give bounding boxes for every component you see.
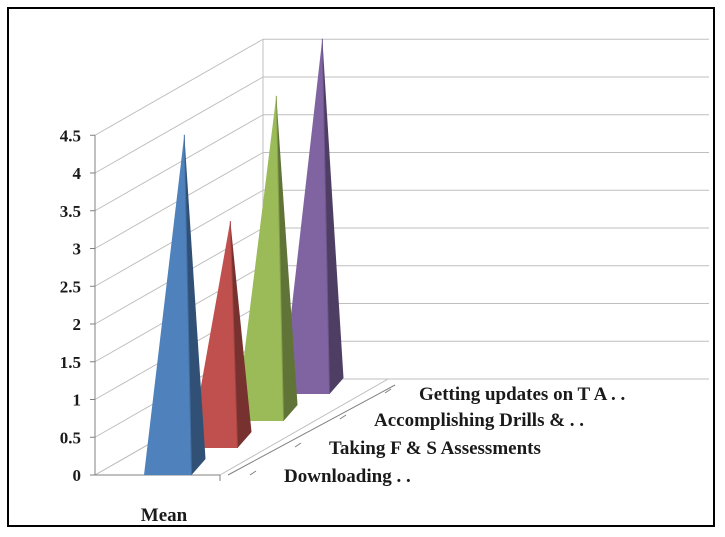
y-tick-label: 2 <box>73 315 82 334</box>
depth-tick <box>250 471 256 475</box>
y-tick-label: 4.5 <box>60 126 81 145</box>
y-tick-label: 3.5 <box>60 202 81 221</box>
y-tick-label: 0 <box>73 466 82 485</box>
y-tick-label: 4 <box>73 164 82 183</box>
y-tick-label: 2.5 <box>60 277 81 296</box>
gridline-side <box>95 39 263 135</box>
y-tick-label: 1 <box>73 391 82 410</box>
series-label: Accomplishing Drills & . . <box>374 410 584 431</box>
y-tick-label: 1.5 <box>60 353 81 372</box>
series-label: Getting updates on T A . . <box>419 384 625 405</box>
chart-frame: 0 0.5 1 1.5 2 2.5 3 3.5 4 4.5 Mean Downloading . . T… <box>7 7 715 527</box>
y-tick-label: 0.5 <box>60 428 81 447</box>
y-tick-label: 3 <box>73 240 82 259</box>
category-label: Mean <box>141 505 188 525</box>
cone-chart: 0 0.5 1 1.5 2 2.5 3 3.5 4 4.5 Mean Downloading . . T… <box>9 9 715 525</box>
depth-tick <box>340 415 346 419</box>
depth-tick <box>295 443 301 447</box>
series-label: Downloading . . <box>284 466 411 487</box>
series-label: Taking F & S Assessments <box>329 438 541 459</box>
cone-front-face <box>144 135 192 475</box>
gridline-side <box>95 77 263 173</box>
